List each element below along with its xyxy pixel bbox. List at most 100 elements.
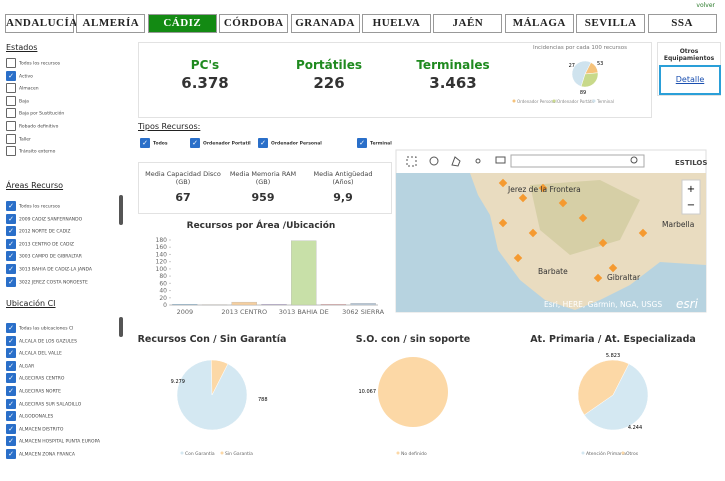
- checkbox[interactable]: ✓: [6, 348, 16, 359]
- detalle-link[interactable]: Detalle: [659, 65, 721, 95]
- checkbox[interactable]: [6, 83, 16, 94]
- filter-row[interactable]: Todos los recursos: [6, 58, 60, 68]
- y-tick-label: 160: [156, 244, 168, 251]
- search-box[interactable]: [510, 154, 645, 168]
- pie-slice: [176, 359, 248, 431]
- back-link[interactable]: volver: [696, 2, 715, 9]
- zoom-in[interactable]: +: [687, 184, 695, 195]
- filter-row[interactable]: Almacen: [6, 83, 39, 94]
- filter-label: ALMACEN HOSPITAL PUNTA EUROPA: [19, 439, 101, 445]
- bar: [231, 301, 257, 306]
- legend-label: Ordenador Portátil: [557, 99, 594, 104]
- checkbox[interactable]: ✓: [6, 70, 16, 81]
- checkbox[interactable]: ✓: [190, 138, 200, 148]
- filter-row[interactable]: Robado definitivo: [6, 121, 58, 131]
- checkbox[interactable]: ✓: [6, 323, 16, 333]
- tipo-row[interactable]: ✓ Ordenador Portatil: [190, 138, 251, 148]
- filter-row[interactable]: ✓ ALMACEN HOSPITAL PUNTA EUROPA: [6, 436, 101, 447]
- filter-label: Todos los recursos: [19, 61, 61, 67]
- checkbox[interactable]: ✓: [140, 138, 150, 148]
- tab[interactable]: CÁDIZ: [147, 14, 217, 33]
- tab[interactable]: ANDALUCÍA: [5, 14, 77, 33]
- checkbox[interactable]: ✓: [6, 423, 16, 434]
- tab[interactable]: HUELVA: [362, 14, 431, 33]
- filter-row[interactable]: ✓ ALGECIRAS NORTE: [6, 386, 61, 396]
- y-tick-label: 180: [156, 237, 168, 244]
- tab[interactable]: SSA: [647, 14, 717, 33]
- tipo-row[interactable]: ✓ Todos: [140, 138, 168, 148]
- zoom-control[interactable]: [681, 179, 701, 215]
- legend-label: Con Garantía: [185, 450, 215, 457]
- checkbox[interactable]: ✓: [6, 276, 16, 287]
- checkbox[interactable]: ✓: [6, 360, 16, 371]
- checkbox[interactable]: ✓: [6, 238, 16, 249]
- checkbox[interactable]: [6, 146, 16, 157]
- checkbox[interactable]: ✓: [6, 251, 16, 262]
- filter-label: Activo: [19, 74, 33, 80]
- filter-row[interactable]: ✓ 3022 JEREZ COSTA NOROESTE: [6, 276, 88, 287]
- tab[interactable]: CÓRDOBA: [219, 14, 289, 33]
- filter-row[interactable]: Taller: [6, 133, 31, 144]
- checkbox[interactable]: ✓: [6, 386, 16, 396]
- checkbox[interactable]: [6, 58, 16, 68]
- checkbox[interactable]: ✓: [6, 449, 16, 459]
- checkbox[interactable]: ✓: [6, 213, 16, 224]
- tab[interactable]: GRANADA: [290, 14, 360, 33]
- filter-row[interactable]: ✓ 3013 BAHIA DE CADIZ-LA JANDA: [6, 264, 92, 274]
- filter-label: ALGECIRAS CENTRO: [19, 376, 65, 382]
- checkbox[interactable]: ✓: [6, 373, 16, 384]
- tab[interactable]: SEVILLA: [576, 14, 646, 33]
- filter-row[interactable]: ✓ ALGECIRAS SUR SALADILLO: [6, 398, 81, 409]
- filter-label: ALCALA DEL VALLE: [19, 351, 62, 357]
- filter-label: 3013 BAHIA DE CADIZ-LA JANDA: [19, 267, 92, 273]
- legend-label: Ordenador Personal: [517, 99, 557, 104]
- kpi-value: 3.463: [429, 74, 477, 92]
- filter-row[interactable]: ✓ Activo: [6, 70, 33, 81]
- filter-row[interactable]: ✓ Todas las ubicaciones CI: [6, 323, 73, 333]
- filter-row[interactable]: ✓ ALGAR: [6, 360, 34, 371]
- legend-dot: [180, 451, 184, 455]
- filter-row[interactable]: Tránsito externo: [6, 146, 55, 157]
- search-icon[interactable]: [630, 156, 638, 164]
- filter-row[interactable]: ✓ ALGODONALES: [6, 411, 53, 422]
- checkbox[interactable]: [6, 95, 16, 106]
- tipo-row[interactable]: ✓ Terminal: [357, 138, 392, 148]
- checkbox[interactable]: ✓: [6, 335, 16, 346]
- bar: [261, 304, 287, 306]
- checkbox[interactable]: ✓: [6, 226, 16, 237]
- checkbox[interactable]: [6, 133, 16, 144]
- filter-row[interactable]: Baja por Sustitución: [6, 108, 64, 119]
- checkbox[interactable]: [6, 121, 16, 131]
- tab[interactable]: JAÉN: [433, 14, 503, 33]
- checkbox[interactable]: [6, 108, 16, 119]
- checkbox[interactable]: ✓: [6, 411, 16, 422]
- legend-dot: [581, 451, 585, 455]
- checkbox[interactable]: ✓: [6, 264, 16, 274]
- tipo-row[interactable]: ✓ Ordenador Personal: [258, 138, 322, 148]
- filter-row[interactable]: Baja: [6, 95, 29, 106]
- media-label: Media Memoria RAM (GB): [229, 170, 297, 186]
- checkbox[interactable]: ✓: [6, 398, 16, 409]
- pie-slice: [577, 359, 630, 416]
- filter-row[interactable]: ✓ ALMACEN DISTRITO: [6, 423, 63, 434]
- checkbox[interactable]: ✓: [258, 138, 268, 148]
- filter-row[interactable]: ✓ ALCALA DE LOS GAZULES: [6, 335, 77, 346]
- tab[interactable]: ALMERÍA: [76, 14, 146, 33]
- filter-label: Baja: [19, 99, 29, 105]
- checkbox[interactable]: ✓: [6, 436, 16, 447]
- tipo-label: Ordenador Personal: [271, 141, 322, 147]
- filter-row[interactable]: ✓ ALGECIRAS CENTRO: [6, 373, 65, 384]
- filter-row[interactable]: ✓ ALMACEN ZONA FRANCA: [6, 449, 75, 459]
- filter-row[interactable]: ✓ 2012 NORTE DE CADIZ: [6, 226, 70, 237]
- filter-row[interactable]: ✓ 3003 CAMPO DE GIBRALTAR: [6, 251, 82, 262]
- legend-dot: [512, 99, 516, 103]
- checkbox[interactable]: ✓: [357, 138, 367, 148]
- filter-row[interactable]: ✓ 2009 CADIZ SANFERNANDO: [6, 213, 82, 224]
- filter-row[interactable]: ✓ Todos los recursos: [6, 201, 60, 211]
- tab[interactable]: MÁLAGA: [504, 14, 574, 33]
- filter-row[interactable]: ✓ 2013 CENTRO DE CADIZ: [6, 238, 74, 249]
- checkbox[interactable]: ✓: [6, 201, 16, 211]
- zoom-out[interactable]: −: [687, 200, 695, 211]
- filter-row[interactable]: ✓ ALCALA DEL VALLE: [6, 348, 62, 359]
- map-attribution: Esri, HERE, Garmin, NGA, USGS: [544, 300, 662, 309]
